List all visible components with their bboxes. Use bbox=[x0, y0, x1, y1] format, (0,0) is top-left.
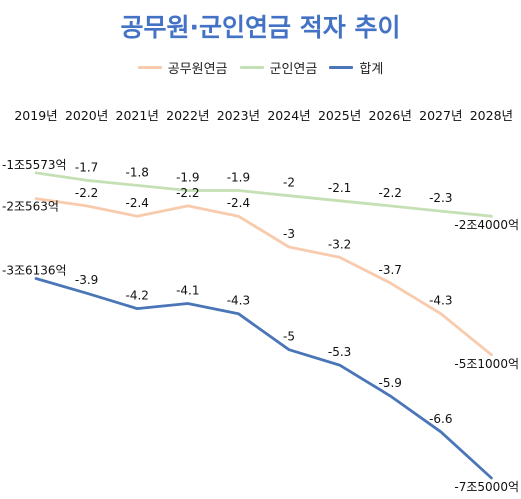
data-label: -3.7 bbox=[378, 263, 401, 277]
chart-legend: 공무원연금 군인연금 합계 bbox=[0, 58, 521, 77]
x-tick-label: 2028년 bbox=[470, 108, 513, 123]
legend-label-2: 합계 bbox=[359, 62, 384, 77]
series-line-0 bbox=[34, 197, 493, 357]
data-label: -6.6 bbox=[429, 412, 452, 426]
series-line-2 bbox=[34, 277, 493, 480]
data-label: -1.7 bbox=[75, 160, 98, 174]
series-line-1 bbox=[34, 171, 493, 218]
data-label: -1.8 bbox=[125, 165, 148, 179]
data-label: -1.9 bbox=[227, 171, 250, 185]
data-label: -5.3 bbox=[328, 345, 351, 359]
x-tick-label: 2024년 bbox=[267, 108, 310, 123]
chart-title: 공무원·군인연금 적자 추이 bbox=[120, 13, 401, 42]
data-label: -4.3 bbox=[429, 294, 452, 308]
legend-swatch-0 bbox=[137, 66, 162, 69]
data-label: -2.2 bbox=[378, 186, 401, 200]
x-tick-label: 2021년 bbox=[116, 108, 159, 123]
legend-item-2: 합계 bbox=[329, 58, 383, 77]
x-tick-label: 2019년 bbox=[14, 108, 57, 123]
data-label: -2조563억 bbox=[2, 200, 59, 214]
data-label: -1조5573억 bbox=[2, 158, 67, 172]
legend-label-1: 군인연금 bbox=[269, 62, 318, 77]
data-label: -7조5000억 bbox=[454, 480, 519, 494]
legend-swatch-1 bbox=[239, 66, 264, 69]
data-label: -3조6136억 bbox=[2, 263, 67, 277]
data-label: -5조1000억 bbox=[454, 357, 519, 371]
data-label: -2.1 bbox=[328, 181, 351, 195]
data-label: -4.2 bbox=[125, 289, 148, 303]
data-label: -3.9 bbox=[75, 273, 98, 287]
x-tick-label: 2022년 bbox=[166, 108, 209, 123]
x-tick-label: 2023년 bbox=[217, 108, 260, 123]
legend-item-0: 공무원연금 bbox=[137, 58, 228, 77]
data-label: -5 bbox=[283, 330, 295, 344]
x-tick-label: 2025년 bbox=[318, 108, 361, 123]
x-tick-label: 2020년 bbox=[65, 108, 108, 123]
data-label: -2.2 bbox=[75, 186, 98, 200]
data-label: -2.4 bbox=[227, 196, 250, 210]
data-label: -2.4 bbox=[125, 196, 148, 210]
data-label: -3 bbox=[283, 227, 295, 241]
legend-swatch-2 bbox=[329, 66, 354, 69]
data-label: -2 bbox=[283, 176, 295, 190]
legend-label-0: 공무원연금 bbox=[167, 62, 228, 77]
x-tick-label: 2026년 bbox=[369, 108, 412, 123]
legend-item-1: 군인연금 bbox=[239, 58, 318, 77]
data-label: -2.3 bbox=[429, 191, 452, 205]
data-label: -2.2 bbox=[176, 186, 199, 200]
data-label: -1.9 bbox=[176, 171, 199, 185]
x-tick-label: 2027년 bbox=[419, 108, 462, 123]
data-label: -3.2 bbox=[328, 237, 351, 251]
data-label: -5.9 bbox=[378, 376, 401, 390]
data-label: -4.3 bbox=[227, 294, 250, 308]
data-label: -4.1 bbox=[176, 283, 199, 297]
data-label: -2조4000억 bbox=[454, 218, 519, 232]
